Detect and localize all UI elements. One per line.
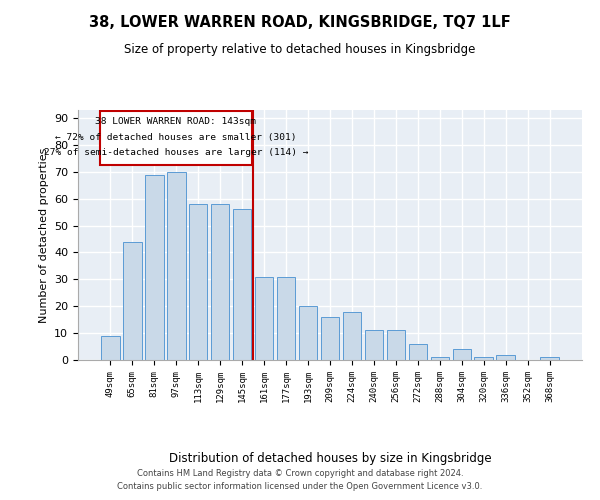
Bar — [233, 210, 251, 360]
Y-axis label: Number of detached properties: Number of detached properties — [38, 148, 49, 322]
Bar — [431, 358, 449, 360]
Bar — [167, 172, 185, 360]
Bar — [343, 312, 361, 360]
Bar — [496, 354, 515, 360]
Bar — [255, 276, 274, 360]
Bar — [320, 317, 340, 360]
Bar — [299, 306, 317, 360]
FancyBboxPatch shape — [100, 112, 252, 165]
Bar — [475, 358, 493, 360]
Text: 38, LOWER WARREN ROAD, KINGSBRIDGE, TQ7 1LF: 38, LOWER WARREN ROAD, KINGSBRIDGE, TQ7 … — [89, 15, 511, 30]
Bar — [123, 242, 142, 360]
Bar — [189, 204, 208, 360]
Text: 27% of semi-detached houses are larger (114) →: 27% of semi-detached houses are larger (… — [44, 148, 308, 156]
Text: Contains HM Land Registry data © Crown copyright and database right 2024.: Contains HM Land Registry data © Crown c… — [137, 468, 463, 477]
Text: Size of property relative to detached houses in Kingsbridge: Size of property relative to detached ho… — [124, 42, 476, 56]
Bar — [101, 336, 119, 360]
Bar — [386, 330, 405, 360]
Text: 38 LOWER WARREN ROAD: 143sqm: 38 LOWER WARREN ROAD: 143sqm — [95, 116, 256, 126]
Bar — [452, 349, 471, 360]
Bar — [211, 204, 229, 360]
Bar — [365, 330, 383, 360]
Bar — [409, 344, 427, 360]
Text: Contains public sector information licensed under the Open Government Licence v3: Contains public sector information licen… — [118, 482, 482, 491]
Bar — [277, 276, 295, 360]
Bar — [145, 174, 164, 360]
X-axis label: Distribution of detached houses by size in Kingsbridge: Distribution of detached houses by size … — [169, 452, 491, 465]
Text: ← 72% of detached houses are smaller (301): ← 72% of detached houses are smaller (30… — [55, 133, 296, 142]
Bar — [541, 358, 559, 360]
